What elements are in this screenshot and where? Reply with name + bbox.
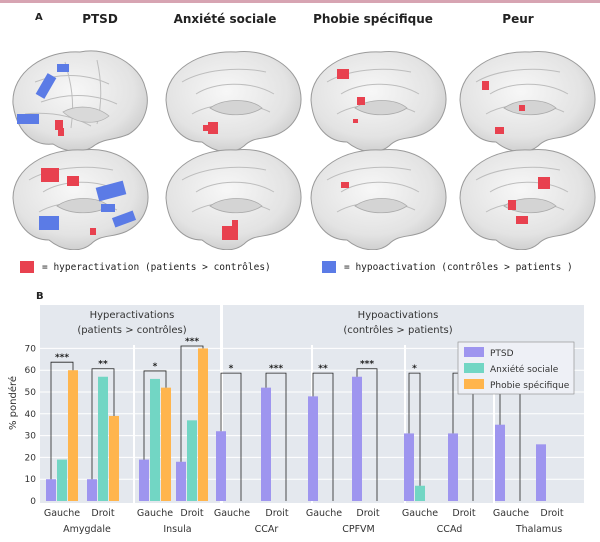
bar-ptsd — [216, 431, 226, 501]
bar-ptsd — [261, 387, 271, 501]
bar-phobie-spécifique — [109, 415, 119, 501]
bar-ptsd — [46, 479, 56, 501]
legend-label: Phobie spécifique — [490, 380, 570, 391]
significance-bracket — [356, 368, 378, 501]
region-separator — [493, 345, 495, 503]
legend-label: Anxiété sociale — [490, 364, 559, 375]
hyperactivation-swatch — [20, 261, 34, 273]
panel-b-label: B — [36, 291, 44, 302]
significance-bracket — [265, 372, 287, 501]
region-label: Amygdale — [63, 524, 111, 535]
significance-bracket — [91, 368, 115, 480]
side-label: Gauche — [214, 508, 250, 519]
region-separator — [133, 345, 135, 503]
bar-ptsd — [308, 396, 318, 501]
brain-images — [12, 50, 596, 250]
y-tick-label: 0 — [30, 497, 36, 507]
group-separator — [220, 305, 223, 503]
significance-bracket — [180, 345, 204, 462]
significance-bracket — [408, 372, 421, 486]
y-axis-label: % pondéré — [7, 376, 19, 430]
hypoactivation-legend-text: = hypoactivation (contrôles > patients ) — [344, 262, 573, 273]
significance-bracket — [312, 372, 334, 501]
column-title-ptsd: PTSD — [82, 12, 118, 26]
region-label: CCAd — [437, 524, 463, 535]
significance-stars: *** — [55, 353, 69, 363]
bar-ptsd — [176, 461, 186, 501]
region-label: Insula — [163, 524, 191, 535]
side-label: Droit — [540, 508, 563, 519]
bar-ptsd — [139, 459, 149, 501]
side-label: Droit — [91, 508, 114, 519]
side-label: Droit — [180, 508, 203, 519]
legend-swatch — [464, 363, 484, 373]
bar-anxiété-sociale — [150, 378, 160, 501]
y-tick-label: 70 — [25, 344, 37, 354]
hyperactivation-legend-text: = hyperactivation (patients > contrôles) — [42, 262, 271, 273]
group-title: Hyperactivations — [90, 310, 175, 321]
significance-bracket — [50, 361, 74, 480]
significance-stars: ** — [98, 360, 108, 370]
y-tick-label: 60 — [25, 366, 37, 376]
side-label: Gauche — [137, 508, 173, 519]
side-label: Gauche — [44, 508, 80, 519]
bar-ptsd — [352, 376, 362, 501]
side-label: Droit — [265, 508, 288, 519]
bar-ptsd — [404, 433, 414, 501]
column-title-fear: Peur — [502, 12, 534, 26]
bar-ptsd — [536, 444, 546, 501]
region-label: CPFVM — [342, 524, 375, 535]
bar-anxiété-sociale — [187, 420, 197, 501]
side-label: Droit — [452, 508, 475, 519]
region-label: Thalamus — [515, 524, 562, 535]
top-accent-line — [0, 0, 600, 3]
hypoactivation-swatch — [322, 261, 336, 273]
legend-label: PTSD — [490, 349, 514, 359]
y-tick-label: 50 — [25, 388, 37, 398]
side-label: Droit — [356, 508, 379, 519]
region-separator — [404, 345, 406, 503]
region-label: CCAr — [255, 524, 279, 535]
bar-anxiété-sociale — [57, 459, 67, 501]
legend-swatch — [464, 379, 484, 389]
bar-ptsd — [495, 424, 505, 501]
significance-stars: *** — [185, 337, 199, 347]
column-title-specific-phobia: Phobie spécifique — [313, 12, 433, 26]
y-tick-label: 30 — [25, 432, 37, 442]
bar-anxiété-sociale — [98, 376, 108, 501]
y-tick-label: 40 — [25, 410, 37, 420]
significance-stars: *** — [360, 360, 374, 370]
group-subtitle: (contrôles > patients) — [343, 324, 452, 336]
bar-phobie-spécifique — [68, 370, 78, 501]
significance-bracket — [220, 372, 242, 501]
column-title-social-anxiety: Anxiété sociale — [173, 12, 277, 26]
bar-phobie-spécifique — [161, 387, 171, 501]
bar-ptsd — [448, 433, 458, 501]
significance-stars: * — [153, 362, 158, 372]
y-tick-label: 20 — [25, 453, 37, 463]
panel-a-label: A — [35, 12, 43, 23]
group-title: Hypoactivations — [358, 310, 439, 321]
legend-swatch — [464, 347, 484, 357]
bar-anxiété-sociale — [415, 485, 425, 501]
significance-stars: *** — [269, 364, 283, 374]
bar-ptsd — [87, 479, 97, 501]
significance-bracket — [143, 370, 167, 460]
significance-stars: * — [229, 364, 234, 374]
side-label: Gauche — [402, 508, 438, 519]
y-tick-label: 10 — [25, 475, 37, 485]
significance-stars: ** — [318, 364, 328, 374]
group-subtitle: (patients > contrôles) — [77, 324, 186, 336]
side-label: Gauche — [306, 508, 342, 519]
side-label: Gauche — [493, 508, 529, 519]
significance-stars: * — [412, 364, 417, 374]
bar-phobie-spécifique — [198, 348, 208, 501]
